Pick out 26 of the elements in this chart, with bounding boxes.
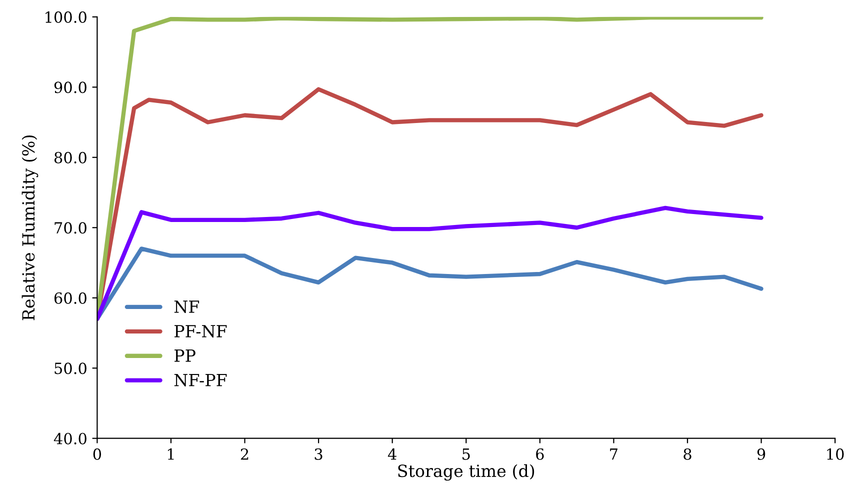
y-tick-label: 80.0 — [54, 152, 86, 164]
x-tick-label: 0 — [93, 448, 102, 460]
x-tick-label: 9 — [757, 448, 766, 460]
line-series — [97, 206, 764, 322]
y-axis-title: Relative Humidity (%) — [22, 135, 38, 320]
y-tick-label: 100.0 — [46, 11, 86, 23]
legend-label: NF — [174, 300, 200, 314]
x-tick-label: 5 — [462, 448, 470, 460]
x-axis-title: Storage time (d) — [398, 464, 534, 481]
x-tick-label: 4 — [388, 448, 396, 460]
x-tick-label: 7 — [610, 448, 618, 460]
x-tick-label: 1 — [168, 448, 174, 460]
y-tick-label: 40.0 — [54, 432, 86, 444]
legend-label: PF-NF — [174, 325, 227, 338]
y-tick-label: 50.0 — [54, 362, 86, 374]
legend-label: NF-PF — [174, 374, 227, 386]
y-tick-label: 70.0 — [54, 222, 86, 234]
legend-label: PP — [174, 350, 196, 362]
x-tick-label: 10 — [827, 448, 844, 460]
x-tick-label: 3 — [314, 448, 322, 460]
x-tick-label: 2 — [240, 448, 248, 460]
x-tick-label: 6 — [536, 448, 544, 460]
line-series — [97, 246, 764, 322]
y-tick-label: 90.0 — [54, 82, 86, 94]
x-tick-label: 8 — [684, 448, 692, 460]
y-tick-label: 60.0 — [54, 292, 86, 304]
